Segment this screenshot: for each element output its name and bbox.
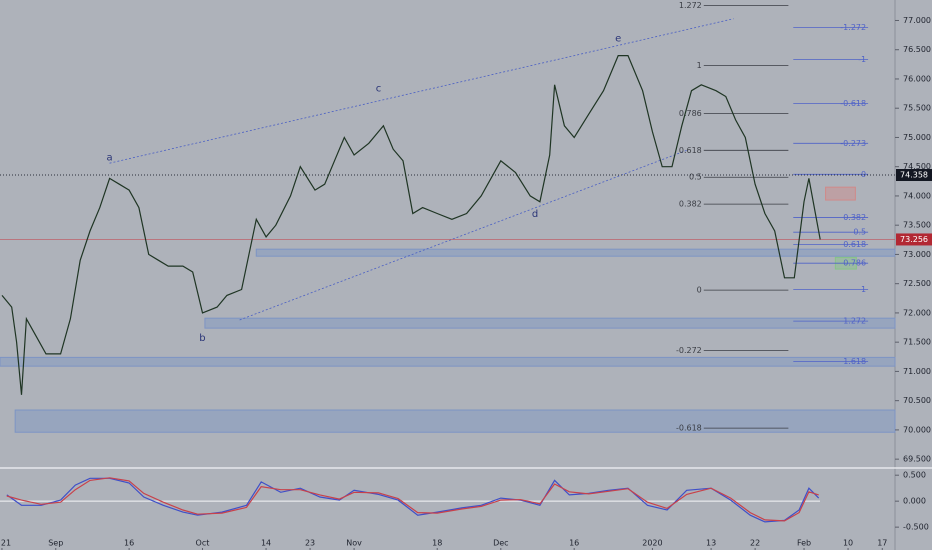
y-tick-label: 70.000 — [903, 425, 931, 434]
last-price-label: 73.256 — [900, 235, 928, 244]
x-tick-label: 18 — [432, 539, 442, 548]
x-tick-label: 14 — [261, 539, 271, 548]
fib-label: 0 — [697, 286, 702, 295]
wave-label: c — [376, 83, 382, 94]
price-line-box — [896, 169, 932, 182]
y-tick-label: 76.000 — [903, 74, 931, 83]
x-tick-label: Feb — [797, 539, 811, 548]
y-tick-label: 69.500 — [903, 455, 931, 464]
zone — [825, 186, 856, 201]
fib-label: 1.618 — [843, 357, 866, 366]
y-tick-label: 0.500 — [903, 471, 926, 480]
x-tick-label: 2020 — [642, 539, 662, 548]
price-line-label: 74.358 — [900, 171, 928, 180]
y-tick-label: 70.500 — [903, 396, 931, 405]
x-tick-label: 10 — [843, 539, 853, 548]
zone — [255, 248, 896, 257]
fib-label: 0.5 — [689, 173, 702, 182]
fib-label: 0.618 — [679, 146, 702, 155]
zone — [204, 317, 896, 329]
y-tick-label: 77.000 — [903, 16, 931, 25]
fib-label: 1.272 — [679, 1, 702, 10]
y-tick-label: 73.500 — [903, 221, 931, 230]
x-tick-label: Nov — [346, 539, 362, 548]
price-line-series — [1, 55, 821, 395]
y-tick-label: 0.000 — [903, 497, 926, 506]
fib-label: 0.786 — [679, 109, 702, 118]
fib-label: 1 — [861, 285, 866, 294]
wave-label: d — [532, 209, 538, 220]
y-tick-label: 71.000 — [903, 367, 931, 376]
x-tick-label: 16 — [569, 539, 579, 548]
fib-label: 0.786 — [843, 259, 866, 268]
fib-label: -0.273 — [840, 139, 866, 148]
last-price-box — [896, 233, 932, 246]
wave-label: b — [199, 333, 205, 344]
x-tick-label: Dec — [493, 539, 508, 548]
y-tick-label: 72.000 — [903, 308, 931, 317]
y-tick-label: 73.000 — [903, 250, 931, 259]
fib-label: 1 — [697, 61, 702, 70]
oscillator-line — [6, 477, 820, 523]
fib-label: 0.382 — [843, 213, 866, 222]
x-tick-label: 21 — [1, 539, 11, 548]
fib-label: 0.382 — [679, 200, 702, 209]
y-tick-label: 75.000 — [903, 133, 931, 142]
x-tick-label: 16 — [124, 539, 134, 548]
fib-label: -1 — [858, 55, 866, 64]
fib-label: -0.618 — [840, 99, 866, 108]
fib-label: 0 — [861, 170, 866, 179]
wave-label: a — [106, 152, 112, 163]
zone — [14, 409, 896, 433]
fib-label: 1.272 — [843, 317, 866, 326]
y-tick-label: -0.500 — [903, 523, 929, 532]
y-tick-label: 74.500 — [903, 162, 931, 171]
y-tick-label: 71.500 — [903, 338, 931, 347]
x-tick-label: 23 — [305, 539, 315, 548]
x-tick-label: Sep — [48, 539, 63, 548]
wave-label: e — [615, 34, 621, 45]
x-tick-label: 22 — [750, 539, 760, 548]
x-tick-label: 13 — [706, 539, 716, 548]
zone — [0, 356, 896, 367]
fib-label: -0.272 — [676, 346, 702, 355]
y-tick-label: 74.000 — [903, 191, 931, 200]
oscillator-line — [6, 477, 819, 522]
x-tick-label: 17 — [877, 539, 887, 548]
y-tick-label: 72.500 — [903, 279, 931, 288]
fib-label: -0.618 — [676, 424, 702, 433]
fib-label: 0.618 — [843, 240, 866, 249]
trendline — [109, 18, 734, 164]
x-tick-label: Oct — [196, 539, 210, 548]
fib-label: 0.5 — [853, 228, 866, 237]
fib-label: -1.272 — [840, 23, 866, 32]
y-tick-label: 76.500 — [903, 45, 931, 54]
y-tick-label: 75.500 — [903, 104, 931, 113]
